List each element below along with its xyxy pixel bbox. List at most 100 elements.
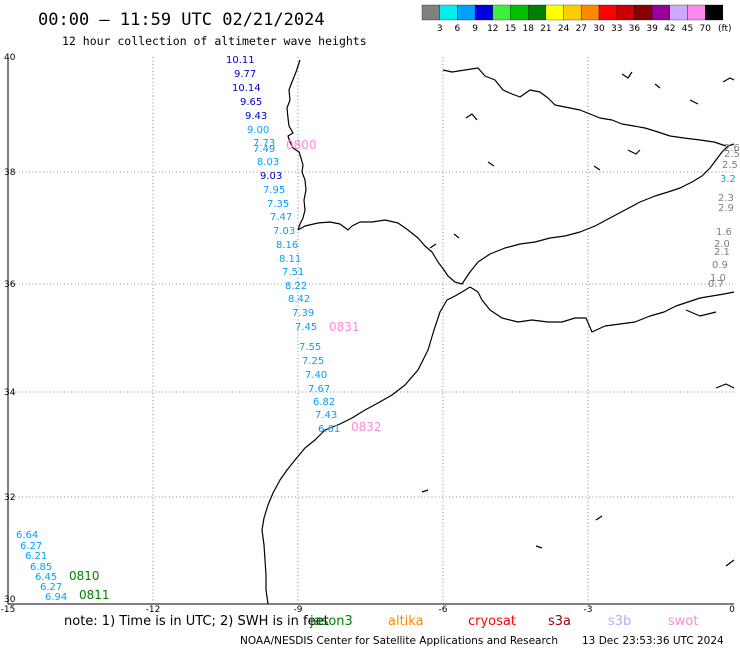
map-title: 00:00 – 11:59 UTC 02/21/2024	[38, 10, 325, 30]
island-5	[465, 113, 478, 121]
legend-label: 3	[437, 24, 443, 34]
lon-tick-label: -3	[584, 605, 593, 615]
track-sw: 6.646.276.216.856.456.276.94	[16, 530, 67, 603]
legend-label: 33	[611, 24, 622, 34]
wave-height-value: 6.64	[16, 530, 38, 541]
mission-s3b: s3b	[608, 614, 631, 629]
altimeter-tracks: 10.11 9.77 10.14 9.65 9.43 9.00 7.737.49 8.03 9.…	[16, 55, 740, 603]
island-4	[689, 99, 699, 105]
island-9	[429, 243, 437, 249]
lat-tick-label: 32	[4, 493, 15, 503]
wave-height-value: 6.85	[30, 562, 52, 573]
legend-label: 70	[699, 24, 711, 34]
lat-tick-label: 38	[4, 168, 16, 178]
island-14	[595, 515, 603, 521]
coast-morocco-atlantic	[261, 286, 471, 605]
legend-swatch	[705, 4, 724, 21]
wave-height-value: 7.45	[295, 322, 317, 333]
wave-height-value: 6.94	[45, 592, 67, 603]
wave-height-value: 6.21	[25, 551, 47, 562]
wave-height-value: 7.47	[270, 212, 292, 223]
wave-height-value: 6.27	[20, 541, 42, 552]
timestamp-text: 13 Dec 23:53:36 UTC 2024	[582, 635, 724, 647]
wave-height-value: 2.3	[718, 193, 734, 204]
legend-label: 9	[472, 24, 478, 34]
coast-spain-south	[297, 143, 735, 285]
lat-tick-label: 34	[4, 388, 16, 398]
lon-tick-label: -6	[439, 605, 448, 615]
wave-height-value: 9.00	[247, 125, 269, 136]
wave-height-value: 2.9	[718, 203, 734, 214]
track-jason: 10.11 9.77 10.14 9.65 9.43 9.00 7.737.49 8.03 9.…	[226, 55, 340, 435]
legend-swatch	[492, 4, 511, 21]
wave-height-value: 9.43	[245, 111, 267, 122]
island-16	[725, 559, 735, 567]
wave-height-value: 8.22	[285, 281, 307, 292]
legend-label: 36	[629, 24, 641, 34]
wave-height-value: 3.2	[720, 174, 736, 185]
wave-height-value: 7.55	[299, 342, 321, 353]
track-east: 2.62.52.53.22.32.91.62.02.10.91.00.7	[708, 143, 740, 290]
legend-swatch	[439, 4, 458, 21]
wave-height-value: 1.0	[710, 273, 726, 284]
island-13	[421, 489, 429, 493]
wave-height-value: 9.77	[234, 69, 256, 80]
legend-label: 39	[646, 24, 658, 34]
credit-text: NOAA/NESDIS Center for Satellite Applica…	[240, 635, 558, 647]
island-2	[621, 71, 633, 79]
island-6	[487, 161, 495, 167]
wave-height-value: 0.9	[712, 260, 728, 271]
pass-0831: 0831	[329, 320, 360, 334]
wave-height-legend: 3 6 9 12 15 18 21 24 27 30 33 36 39 42 45 70 (ft)	[421, 4, 732, 34]
lon-tick-label: 0	[729, 605, 735, 615]
legend-swatch	[528, 4, 547, 21]
island-11	[685, 309, 717, 317]
wave-height-value: 6.27	[40, 582, 62, 593]
pass-0810: 0810	[69, 569, 100, 583]
mission-s3a: s3a	[548, 614, 571, 629]
wave-height-value: 7.51	[282, 267, 304, 278]
wave-height-value: 7.25	[302, 356, 324, 367]
island-7	[627, 149, 641, 155]
coastlines	[261, 59, 735, 605]
note-line: note: 1) Time is in UTC; 2) SWH is in fe…	[64, 614, 698, 629]
legend-label: 30	[593, 24, 605, 34]
legend-label: 24	[558, 24, 570, 34]
wave-height-value: 2.6	[724, 143, 740, 154]
lon-tick-label: -9	[294, 605, 303, 615]
mission-altika: altika	[388, 614, 424, 629]
wave-height-value: 9.65	[240, 97, 262, 108]
coast-mediterranean-north	[442, 67, 727, 147]
wave-height-value: 7.03	[273, 226, 295, 237]
legend-swatch	[421, 4, 440, 21]
pass-0800: 0800	[286, 138, 317, 152]
mission-jason3: jason3	[309, 614, 353, 629]
wave-height-value: 2.5	[722, 160, 738, 171]
coast-portugal-iberia-atlantic	[286, 59, 307, 231]
island-8	[593, 165, 601, 171]
longitude-ticks: -15 -12 -9 -6 -3 0	[1, 605, 735, 615]
wave-height-value: 6.82	[313, 397, 335, 408]
pass-0811: 0811	[79, 588, 110, 602]
legend-label: 45	[682, 24, 693, 34]
legend-label: 12	[487, 24, 498, 34]
wave-height-value: 7.95	[263, 185, 285, 196]
pass-time-labels: 0810 0811 0831 0832 0800	[69, 138, 382, 602]
wave-height-value: 7.43	[315, 410, 337, 421]
wave-height-value: 6.45	[35, 572, 57, 583]
coast-africa-mediterranean	[469, 286, 735, 333]
latitude-ticks: 40 38 36 34 32 30	[4, 53, 16, 605]
lon-tick-label: -12	[146, 605, 161, 615]
note-text: note: 1) Time is in UTC; 2) SWH is in fe…	[64, 614, 329, 629]
legend-label: 21	[540, 24, 551, 34]
legend-label: 15	[505, 24, 516, 34]
legend-label: 27	[576, 24, 587, 34]
island-12	[715, 383, 735, 389]
lon-tick-label: -15	[1, 605, 16, 615]
wave-height-value: 7.49	[253, 144, 275, 155]
wave-height-value: 8.11	[279, 254, 301, 265]
legend-swatch	[545, 4, 564, 21]
lat-tick-label: 36	[4, 280, 16, 290]
wave-height-value: 10.11	[226, 55, 255, 66]
